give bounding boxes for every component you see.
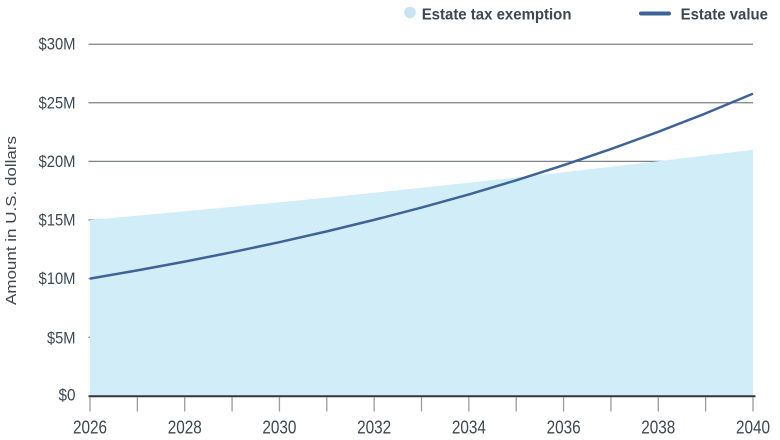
svg-text:$5M: $5M	[47, 328, 76, 347]
svg-text:$25M: $25M	[39, 93, 76, 112]
svg-text:2026: 2026	[73, 417, 107, 438]
svg-text:$10M: $10M	[39, 269, 76, 288]
svg-text:Estate value: Estate value	[681, 7, 768, 24]
svg-text:Estate tax exemption: Estate tax exemption	[422, 7, 572, 24]
svg-text:2032: 2032	[357, 417, 391, 438]
svg-text:2040: 2040	[736, 417, 770, 438]
svg-text:2038: 2038	[641, 417, 675, 438]
svg-text:2034: 2034	[452, 417, 486, 438]
svg-text:$20M: $20M	[39, 152, 76, 171]
svg-text:$30M: $30M	[39, 35, 76, 54]
svg-text:$15M: $15M	[39, 211, 76, 230]
svg-text:Amount in U.S. dollars: Amount in U.S. dollars	[3, 136, 20, 305]
svg-text:2028: 2028	[168, 417, 202, 438]
svg-text:2036: 2036	[547, 417, 581, 438]
svg-text:$0: $0	[59, 385, 76, 404]
svg-text:2030: 2030	[262, 417, 296, 438]
